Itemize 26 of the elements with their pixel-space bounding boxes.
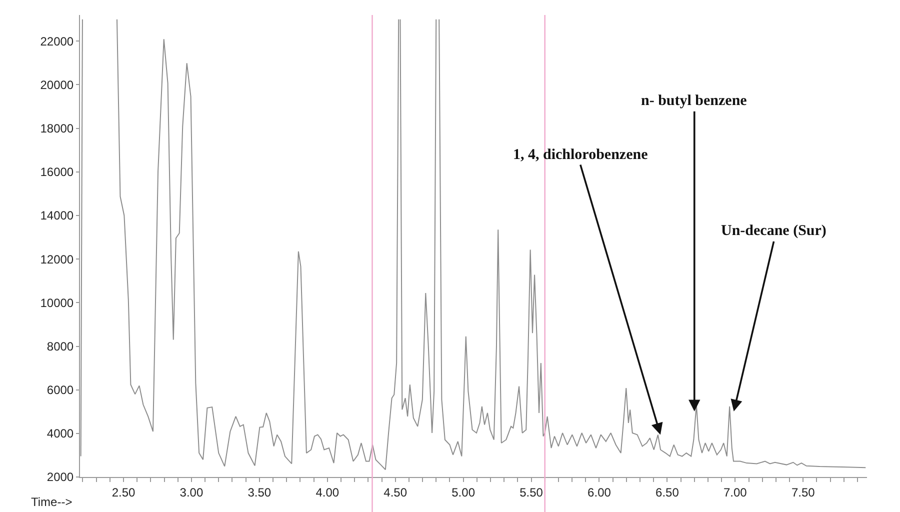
y-tick-label: 16000	[40, 165, 74, 180]
annotation: Un-decane (Sur)	[721, 223, 826, 239]
x-axis-title: Time-->	[31, 495, 72, 509]
x-tick-label: 2.50	[112, 485, 136, 500]
x-tick-label: 4.00	[316, 485, 340, 500]
y-tick-label: 6000	[46, 383, 74, 398]
x-tick-label: 3.00	[180, 485, 204, 500]
annotation: 1, 4, dichlorobenzene	[513, 147, 648, 163]
y-tick-label: 22000	[40, 34, 74, 48]
x-tick-label: 4.50	[384, 485, 408, 500]
y-tick-label: 10000	[40, 296, 74, 310]
y-tick-label: 12000	[40, 252, 74, 266]
x-tick-label: 7.00	[723, 485, 748, 500]
x-tick-label: 6.00	[588, 485, 612, 500]
y-tick-label: 8000	[46, 339, 74, 354]
x-tick-label: 5.00	[452, 485, 476, 500]
y-tick-label: 4000	[46, 426, 74, 441]
annotation: n- butyl benzene	[641, 93, 748, 109]
y-tick-label: 14000	[40, 208, 74, 223]
y-tick-label: 2000	[46, 470, 74, 484]
x-tick-label: 5.50	[520, 485, 544, 500]
x-tick-label: 7.50	[791, 485, 816, 500]
y-tick-label: 18000	[40, 122, 74, 136]
x-tick-label: 3.50	[248, 485, 272, 500]
y-tick-label: 20000	[40, 78, 74, 92]
x-tick-label: 6.50	[656, 485, 680, 500]
